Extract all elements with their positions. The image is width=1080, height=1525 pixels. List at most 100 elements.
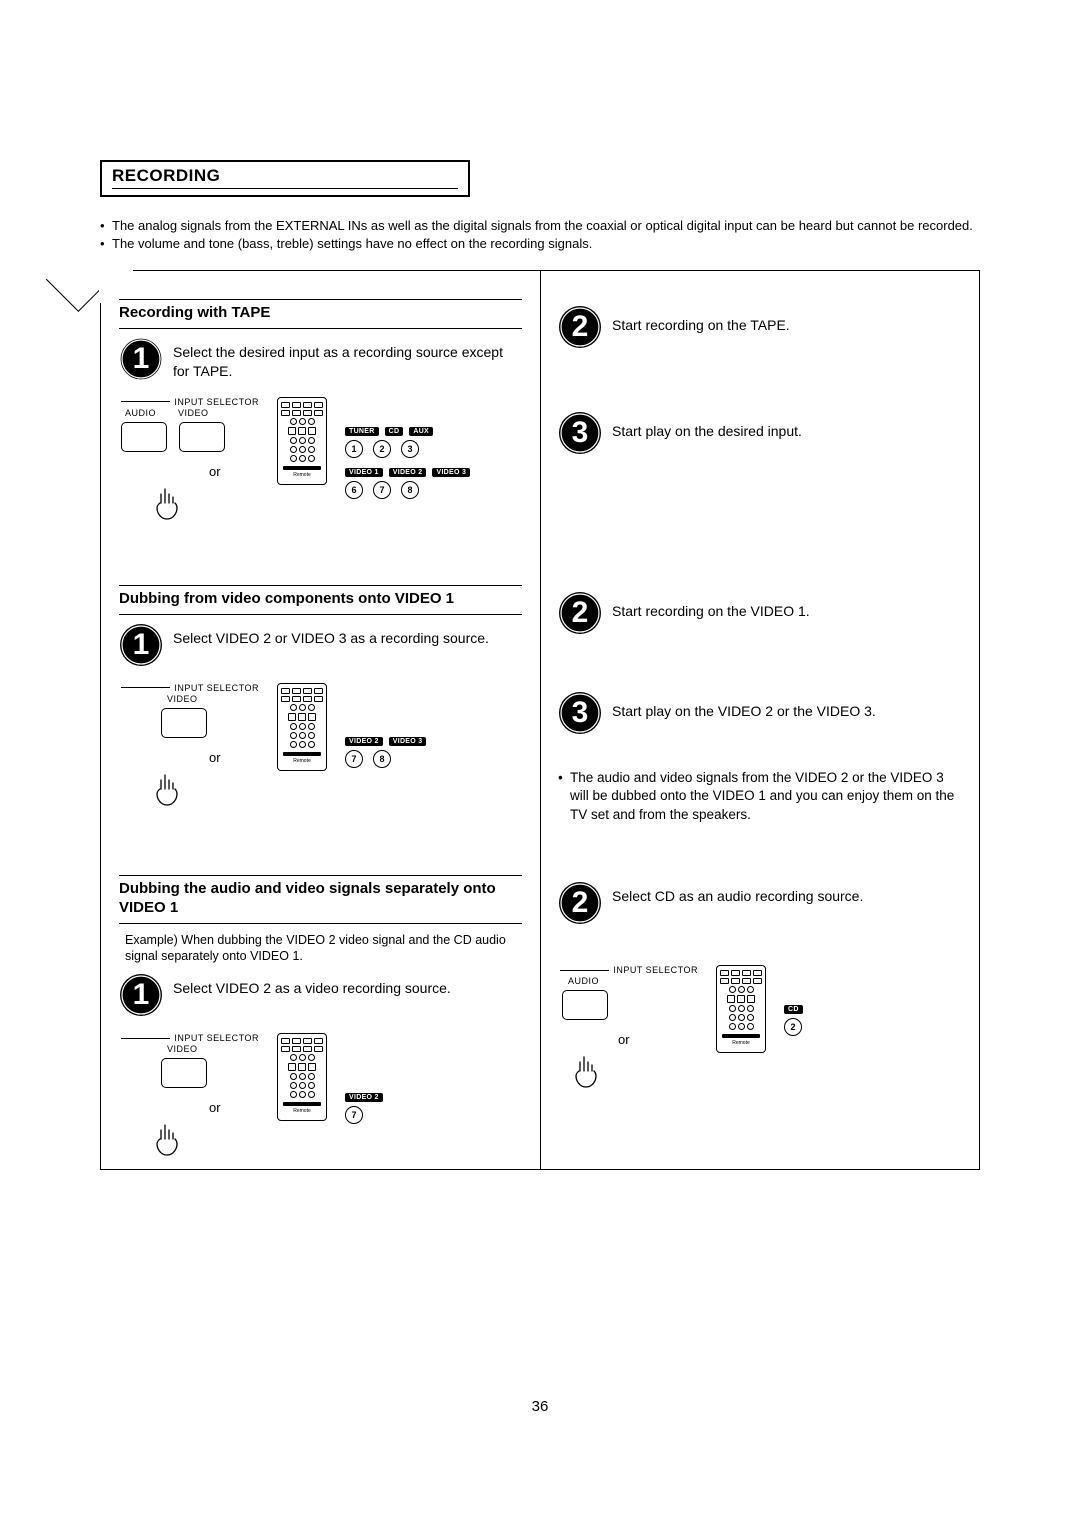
section-title-box: RECORDING — [100, 160, 470, 197]
circle-1: 1 — [345, 440, 363, 458]
selector-block: INPUT SELECTOR VIDEO or Remote — [119, 1033, 522, 1164]
circle-3: 3 — [401, 440, 419, 458]
step-number: 3 — [558, 411, 602, 455]
remote-buttons-detail: VIDEO 2 7 — [345, 1033, 383, 1124]
audio-label: AUDIO — [125, 408, 156, 418]
tape-step2: 2 Start recording on the TAPE. — [558, 305, 961, 349]
dub1-heading: Dubbing from video components onto VIDEO… — [119, 585, 522, 615]
bullet-icon: • — [100, 217, 112, 235]
pill-aux: AUX — [409, 427, 433, 436]
selector-label: INPUT SELECTOR — [174, 1033, 259, 1043]
knob-icon — [161, 1058, 207, 1088]
knob-icon — [161, 708, 207, 738]
dub1-right-cell: 2 Start recording on the VIDEO 1. 3 Star… — [540, 571, 979, 838]
dub2-heading: Dubbing the audio and video signals sepa… — [119, 875, 522, 924]
video-label: VIDEO — [178, 408, 209, 418]
or-label: or — [209, 464, 259, 479]
dub1-note: • The audio and video signals from the V… — [558, 769, 961, 824]
or-label: or — [209, 1100, 259, 1115]
remote-icon: Remote — [277, 397, 327, 485]
step-text: Start play on the desired input. — [612, 411, 802, 441]
dub1-left-cell: Dubbing from video components onto VIDEO… — [101, 571, 540, 828]
pill-tuner: TUNER — [345, 427, 379, 436]
step-badge-2: 2 — [558, 591, 602, 635]
step-number: 1 — [119, 973, 163, 1017]
pill-video2: VIDEO 2 — [389, 468, 427, 477]
circle-2: 2 — [784, 1018, 802, 1036]
knob-icon — [121, 422, 167, 452]
hand-icon — [153, 771, 181, 809]
dub2-right-cell: 2 Select CD as an audio recording source… — [540, 861, 979, 1110]
pill-video1: VIDEO 1 — [345, 468, 383, 477]
step-number: 2 — [558, 591, 602, 635]
step-number: 2 — [558, 305, 602, 349]
video-label: VIDEO — [167, 1044, 259, 1054]
remote-buttons-detail: TUNER CD AUX 1 2 3 VIDEO 1 V — [345, 397, 470, 499]
page-number: 36 — [0, 1398, 1080, 1415]
example-text: Example) When dubbing the VIDEO 2 video … — [125, 932, 522, 966]
remote-icon: Remote — [277, 683, 327, 771]
pill-video2: VIDEO 2 — [345, 1093, 383, 1102]
hand-icon — [153, 485, 181, 523]
circle-7: 7 — [345, 1106, 363, 1124]
step-badge-1: 1 — [119, 973, 163, 1017]
step-badge-1: 1 — [119, 623, 163, 667]
circle-8: 8 — [401, 481, 419, 499]
selector-label: INPUT SELECTOR — [613, 965, 698, 975]
step-text: Start recording on the TAPE. — [612, 305, 790, 335]
pill-cd: CD — [784, 1005, 803, 1014]
main-frame: Recording with TAPE 1 Select the desired… — [100, 270, 980, 1170]
remote-icon: Remote — [277, 1033, 327, 1121]
pill-video2: VIDEO 2 — [345, 737, 383, 746]
step-text: Select the desired input as a recording … — [173, 337, 522, 381]
step-badge-3: 3 — [558, 691, 602, 735]
video-label: VIDEO — [167, 694, 259, 704]
step-number: 1 — [119, 623, 163, 667]
step-text: Start play on the VIDEO 2 or the VIDEO 3… — [612, 691, 876, 721]
step-badge-2: 2 — [558, 881, 602, 925]
dub2-left-cell: Dubbing the audio and video signals sepa… — [101, 861, 540, 1178]
hand-icon — [153, 1121, 181, 1159]
dub1-step2: 2 Start recording on the VIDEO 1. — [558, 591, 961, 635]
bullet-icon: • — [100, 235, 112, 253]
remote-icon: Remote — [716, 965, 766, 1053]
circle-8: 8 — [373, 750, 391, 768]
pill-video3: VIDEO 3 — [432, 468, 470, 477]
hand-icon — [572, 1053, 600, 1091]
or-label: or — [618, 1032, 698, 1047]
tape-right-cell: 2 Start recording on the TAPE. 3 Start p… — [540, 285, 979, 469]
remote-buttons-detail: CD 2 — [784, 965, 803, 1036]
selector-block: INPUT SELECTOR AUDIO or Remote — [558, 965, 961, 1096]
circle-6: 6 — [345, 481, 363, 499]
step-badge-1: 1 — [119, 337, 163, 381]
notes: •The analog signals from the EXTERNAL IN… — [100, 217, 980, 252]
step-text: Select VIDEO 2 or VIDEO 3 as a recording… — [173, 623, 489, 648]
step-number: 3 — [558, 691, 602, 735]
note-text: The volume and tone (bass, treble) setti… — [112, 235, 592, 253]
tape-step1: 1 Select the desired input as a recordin… — [119, 337, 522, 381]
manual-page: RECORDING •The analog signals from the E… — [100, 160, 980, 1170]
remote-buttons-detail: VIDEO 2 VIDEO 3 7 8 — [345, 683, 426, 768]
step-text: Start recording on the VIDEO 1. — [612, 591, 810, 621]
tape-step3: 3 Start play on the desired input. — [558, 411, 961, 455]
knob-icon — [179, 422, 225, 452]
dub1-step1: 1 Select VIDEO 2 or VIDEO 3 as a recordi… — [119, 623, 522, 667]
step-number: 1 — [119, 337, 163, 381]
circle-7: 7 — [345, 750, 363, 768]
selector-label: INPUT SELECTOR — [174, 397, 259, 407]
step-badge-3: 3 — [558, 411, 602, 455]
note-text: The audio and video signals from the VID… — [570, 769, 961, 824]
tape-heading: Recording with TAPE — [119, 299, 522, 329]
dub2-step2: 2 Select CD as an audio recording source… — [558, 881, 961, 925]
section-title: RECORDING — [112, 166, 220, 185]
dub2-step1: 1 Select VIDEO 2 as a video recording so… — [119, 973, 522, 1017]
tape-left-cell: Recording with TAPE 1 Select the desired… — [101, 285, 540, 542]
step-text: Select VIDEO 2 as a video recording sour… — [173, 973, 451, 998]
selector-label: INPUT SELECTOR — [174, 683, 259, 693]
circle-2: 2 — [373, 440, 391, 458]
dub1-step3: 3 Start play on the VIDEO 2 or the VIDEO… — [558, 691, 961, 735]
or-label: or — [209, 750, 259, 765]
step-text: Select CD as an audio recording source. — [612, 881, 863, 906]
note-text: The analog signals from the EXTERNAL INs… — [112, 217, 973, 235]
step-badge-2: 2 — [558, 305, 602, 349]
